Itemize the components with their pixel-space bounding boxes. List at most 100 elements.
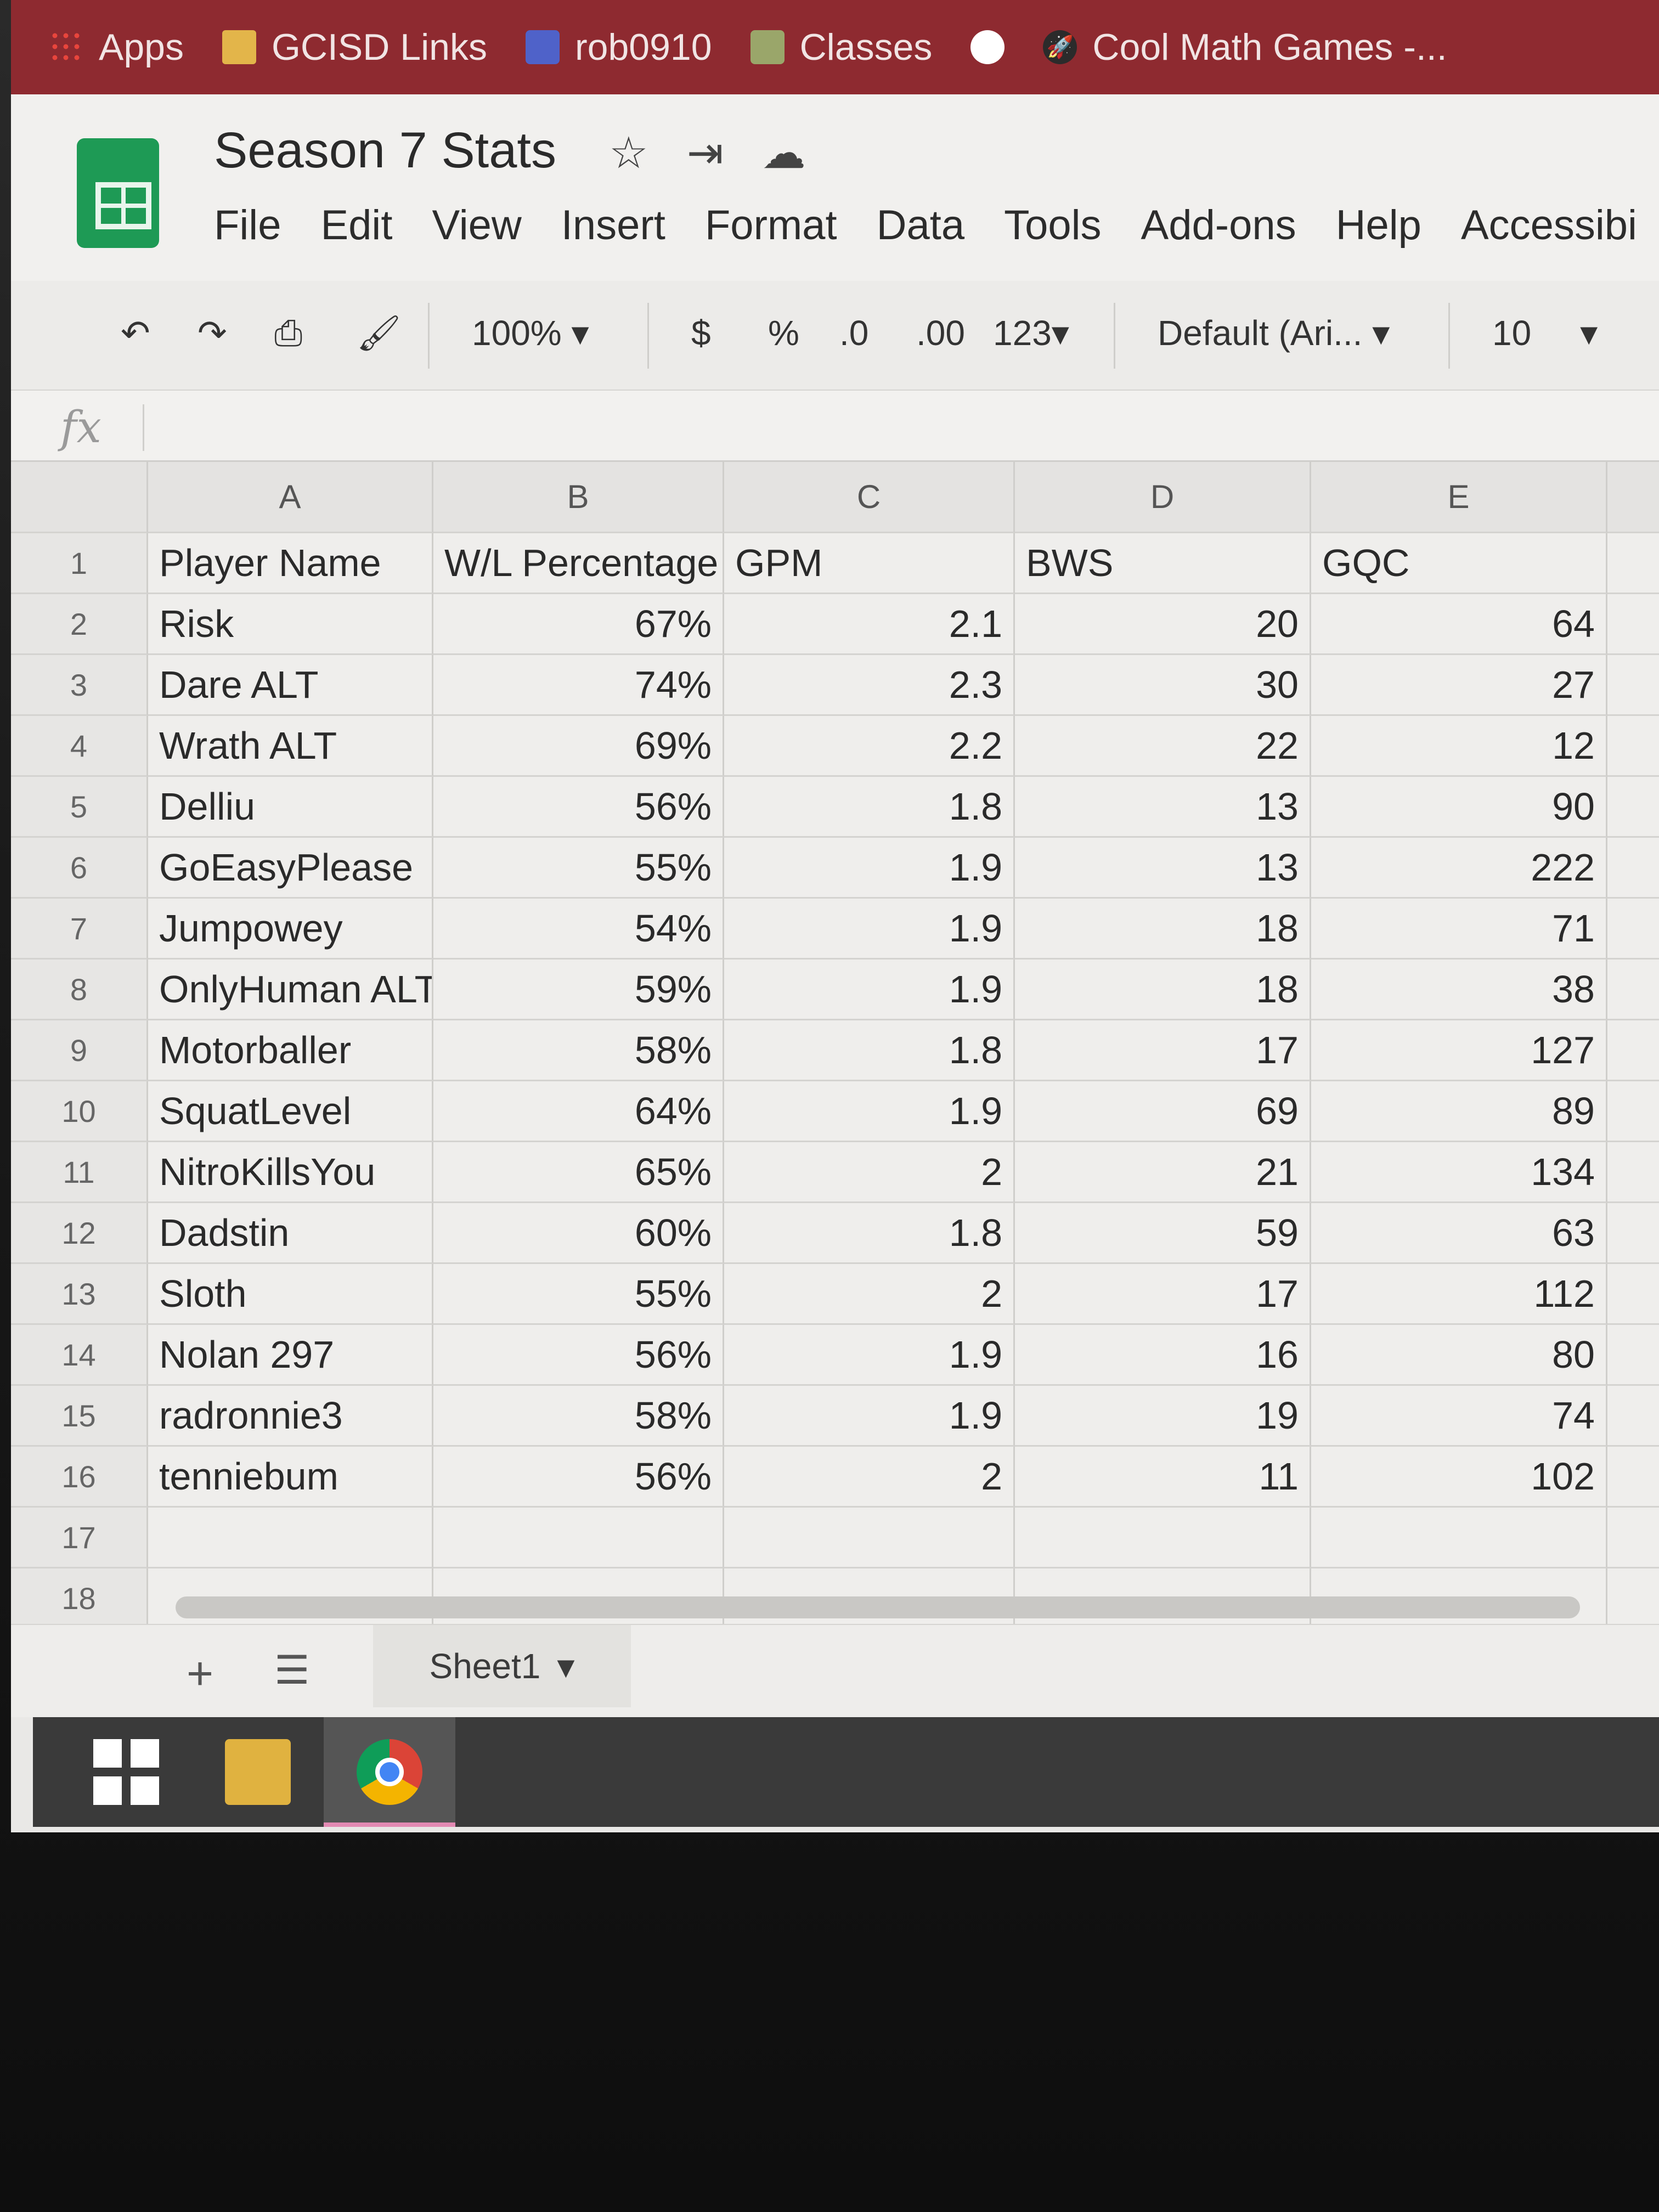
table-cell[interactable] xyxy=(1607,899,1659,960)
table-cell[interactable] xyxy=(1607,716,1659,777)
currency-button[interactable]: $ xyxy=(691,313,711,353)
table-cell[interactable]: 56% xyxy=(433,1325,724,1386)
table-cell[interactable]: tenniebum xyxy=(148,1447,433,1508)
menu-insert[interactable]: Insert xyxy=(561,202,665,249)
table-cell[interactable]: 2.2 xyxy=(724,716,1015,777)
table-cell[interactable]: Nolan 297 xyxy=(148,1325,433,1386)
row-header[interactable]: 4 xyxy=(11,716,148,777)
table-cell[interactable]: SquatLevel xyxy=(148,1081,433,1142)
table-cell[interactable]: 54% xyxy=(433,899,724,960)
table-cell[interactable]: 69 xyxy=(1015,1081,1311,1142)
table-cell[interactable]: 222 xyxy=(1311,838,1607,899)
table-cell[interactable]: 64% xyxy=(433,1081,724,1142)
table-cell[interactable]: 59 xyxy=(1015,1203,1311,1264)
table-cell[interactable]: 56% xyxy=(433,1447,724,1508)
row-header[interactable]: 5 xyxy=(11,777,148,838)
table-cell[interactable] xyxy=(1607,1325,1659,1386)
table-cell[interactable] xyxy=(1607,533,1659,594)
cloud-status-icon[interactable]: ☁ xyxy=(761,128,806,177)
table-cell[interactable] xyxy=(1607,1447,1659,1508)
table-cell[interactable] xyxy=(1607,838,1659,899)
table-cell[interactable]: Motorballer xyxy=(148,1020,433,1081)
table-cell[interactable]: Dadstin xyxy=(148,1203,433,1264)
sheet-tab-sheet1[interactable]: Sheet1 ▾ xyxy=(373,1625,631,1707)
table-cell[interactable]: 58% xyxy=(433,1020,724,1081)
table-cell[interactable]: 1.9 xyxy=(724,838,1015,899)
table-cell[interactable]: 1.9 xyxy=(724,899,1015,960)
table-cell[interactable] xyxy=(1607,1203,1659,1264)
header-cell[interactable]: Player Name xyxy=(148,533,433,594)
formula-input[interactable] xyxy=(159,391,1640,460)
table-cell[interactable] xyxy=(1607,1264,1659,1325)
table-cell[interactable]: 89 xyxy=(1311,1081,1607,1142)
column-header-a[interactable]: A xyxy=(148,462,433,533)
menu-accessibility[interactable]: Accessibi xyxy=(1460,202,1637,249)
increase-decimal-button[interactable]: .00 xyxy=(916,313,965,353)
table-cell[interactable] xyxy=(1607,1081,1659,1142)
menu-data[interactable]: Data xyxy=(876,202,965,249)
header-cell[interactable]: W/L Percentage xyxy=(433,533,724,594)
table-cell[interactable]: Delliu xyxy=(148,777,433,838)
table-cell[interactable]: 102 xyxy=(1311,1447,1607,1508)
column-header-c[interactable]: C xyxy=(724,462,1015,533)
sheets-logo-icon[interactable] xyxy=(77,138,159,248)
bookmark-rob0910[interactable]: rob0910 xyxy=(526,26,712,69)
menu-format[interactable]: Format xyxy=(704,202,837,249)
header-cell[interactable]: BWS xyxy=(1015,533,1311,594)
table-cell[interactable]: 71 xyxy=(1311,899,1607,960)
paint-format-icon[interactable]: 🖌 xyxy=(357,313,402,353)
star-icon[interactable]: ☆ xyxy=(609,128,648,177)
table-cell[interactable]: 80 xyxy=(1311,1325,1607,1386)
table-cell[interactable]: OnlyHuman ALT xyxy=(148,960,433,1020)
table-cell[interactable] xyxy=(1311,1508,1607,1568)
table-cell[interactable] xyxy=(1015,1508,1311,1568)
row-header[interactable]: 14 xyxy=(11,1325,148,1386)
table-cell[interactable]: 1.9 xyxy=(724,1325,1015,1386)
redo-icon[interactable]: ↷ xyxy=(198,313,227,353)
table-cell[interactable] xyxy=(1607,1508,1659,1568)
table-cell[interactable]: 1.8 xyxy=(724,1020,1015,1081)
row-header[interactable]: 16 xyxy=(11,1447,148,1508)
menu-tools[interactable]: Tools xyxy=(1004,202,1102,249)
table-cell[interactable]: 19 xyxy=(1015,1386,1311,1447)
table-cell[interactable] xyxy=(1607,1568,1659,1629)
chrome-icon[interactable] xyxy=(357,1739,422,1805)
table-cell[interactable]: 2.1 xyxy=(724,594,1015,655)
row-header[interactable]: 15 xyxy=(11,1386,148,1447)
table-cell[interactable]: 74% xyxy=(433,655,724,716)
table-cell[interactable] xyxy=(148,1508,433,1568)
table-cell[interactable]: 59% xyxy=(433,960,724,1020)
table-cell[interactable]: 18 xyxy=(1015,899,1311,960)
table-cell[interactable]: 134 xyxy=(1311,1142,1607,1203)
taskbar-chrome-active[interactable] xyxy=(324,1717,455,1827)
table-cell[interactable]: Sloth xyxy=(148,1264,433,1325)
table-cell[interactable]: 127 xyxy=(1311,1020,1607,1081)
windows-start-icon[interactable] xyxy=(93,1739,159,1805)
table-cell[interactable]: 69% xyxy=(433,716,724,777)
menu-addons[interactable]: Add-ons xyxy=(1141,202,1296,249)
table-cell[interactable]: 30 xyxy=(1015,655,1311,716)
table-cell[interactable]: Risk xyxy=(148,594,433,655)
table-cell[interactable]: 65% xyxy=(433,1142,724,1203)
table-cell[interactable]: 21 xyxy=(1015,1142,1311,1203)
table-cell[interactable]: 1.9 xyxy=(724,960,1015,1020)
table-cell[interactable]: 67% xyxy=(433,594,724,655)
table-cell[interactable] xyxy=(1607,777,1659,838)
table-cell[interactable]: 1.9 xyxy=(724,1081,1015,1142)
select-all-corner[interactable] xyxy=(11,462,148,533)
row-header[interactable]: 10 xyxy=(11,1081,148,1142)
row-header[interactable]: 3 xyxy=(11,655,148,716)
table-cell[interactable]: 2 xyxy=(724,1447,1015,1508)
row-header[interactable]: 9 xyxy=(11,1020,148,1081)
header-cell[interactable]: GQC xyxy=(1311,533,1607,594)
row-header[interactable]: 8 xyxy=(11,960,148,1020)
doc-title[interactable]: Season 7 Stats xyxy=(214,122,556,178)
table-cell[interactable]: 20 xyxy=(1015,594,1311,655)
column-header-e[interactable]: E xyxy=(1311,462,1607,533)
row-header[interactable]: 6 xyxy=(11,838,148,899)
table-cell[interactable]: NitroKillsYou xyxy=(148,1142,433,1203)
table-cell[interactable]: GoEasyPlease xyxy=(148,838,433,899)
table-cell[interactable]: 90 xyxy=(1311,777,1607,838)
table-cell[interactable] xyxy=(1607,1142,1659,1203)
menu-edit[interactable]: Edit xyxy=(320,202,393,249)
